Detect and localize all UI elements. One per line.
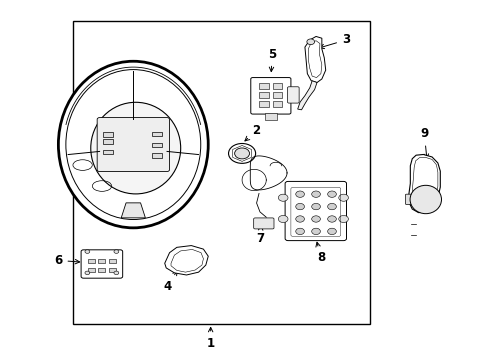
- Circle shape: [306, 39, 314, 45]
- Circle shape: [338, 215, 348, 222]
- Bar: [73, 21, 369, 324]
- FancyBboxPatch shape: [287, 87, 299, 103]
- Bar: [259, 101, 268, 107]
- FancyBboxPatch shape: [81, 250, 122, 278]
- Bar: [98, 267, 105, 272]
- Circle shape: [278, 194, 287, 201]
- Circle shape: [327, 203, 336, 210]
- Circle shape: [327, 228, 336, 235]
- Bar: [259, 92, 268, 98]
- Text: 6: 6: [54, 254, 80, 267]
- Text: 2: 2: [244, 124, 260, 141]
- Bar: [109, 259, 116, 263]
- Circle shape: [85, 250, 90, 253]
- Bar: [98, 259, 105, 263]
- Bar: [102, 139, 113, 144]
- Polygon shape: [121, 203, 145, 218]
- Bar: [88, 267, 95, 272]
- Polygon shape: [408, 154, 439, 213]
- Bar: [272, 92, 282, 98]
- Circle shape: [327, 216, 336, 222]
- Circle shape: [311, 191, 320, 197]
- Bar: [88, 259, 95, 263]
- Bar: [152, 143, 162, 147]
- Ellipse shape: [228, 144, 255, 163]
- Ellipse shape: [409, 185, 441, 214]
- Polygon shape: [297, 81, 316, 110]
- Text: 7: 7: [255, 226, 264, 245]
- Polygon shape: [164, 246, 208, 275]
- Ellipse shape: [91, 102, 180, 194]
- FancyBboxPatch shape: [253, 218, 273, 229]
- Circle shape: [327, 191, 336, 197]
- Circle shape: [311, 228, 320, 235]
- Circle shape: [295, 228, 304, 235]
- Text: 8: 8: [315, 242, 325, 265]
- Ellipse shape: [58, 61, 208, 228]
- Circle shape: [338, 194, 348, 201]
- Text: 5: 5: [267, 48, 276, 72]
- Text: 3: 3: [319, 33, 349, 49]
- FancyBboxPatch shape: [285, 181, 346, 240]
- Circle shape: [114, 271, 119, 275]
- FancyBboxPatch shape: [250, 77, 290, 114]
- Text: 1: 1: [206, 327, 214, 350]
- Bar: [109, 267, 116, 272]
- Polygon shape: [305, 36, 325, 82]
- Bar: [152, 153, 162, 158]
- Circle shape: [278, 215, 287, 222]
- Circle shape: [311, 216, 320, 222]
- Bar: [272, 101, 282, 107]
- Bar: [259, 83, 268, 89]
- Bar: [102, 132, 113, 137]
- Text: 4: 4: [163, 271, 177, 293]
- Circle shape: [295, 191, 304, 197]
- Bar: [152, 132, 162, 136]
- Circle shape: [311, 203, 320, 210]
- Circle shape: [85, 271, 90, 275]
- Circle shape: [114, 250, 119, 253]
- Circle shape: [295, 216, 304, 222]
- Ellipse shape: [234, 148, 249, 159]
- FancyBboxPatch shape: [97, 118, 169, 171]
- Bar: [272, 83, 282, 89]
- Text: 9: 9: [419, 127, 427, 158]
- Circle shape: [295, 203, 304, 210]
- Bar: [102, 149, 113, 154]
- Bar: [265, 113, 276, 120]
- FancyBboxPatch shape: [405, 194, 411, 204]
